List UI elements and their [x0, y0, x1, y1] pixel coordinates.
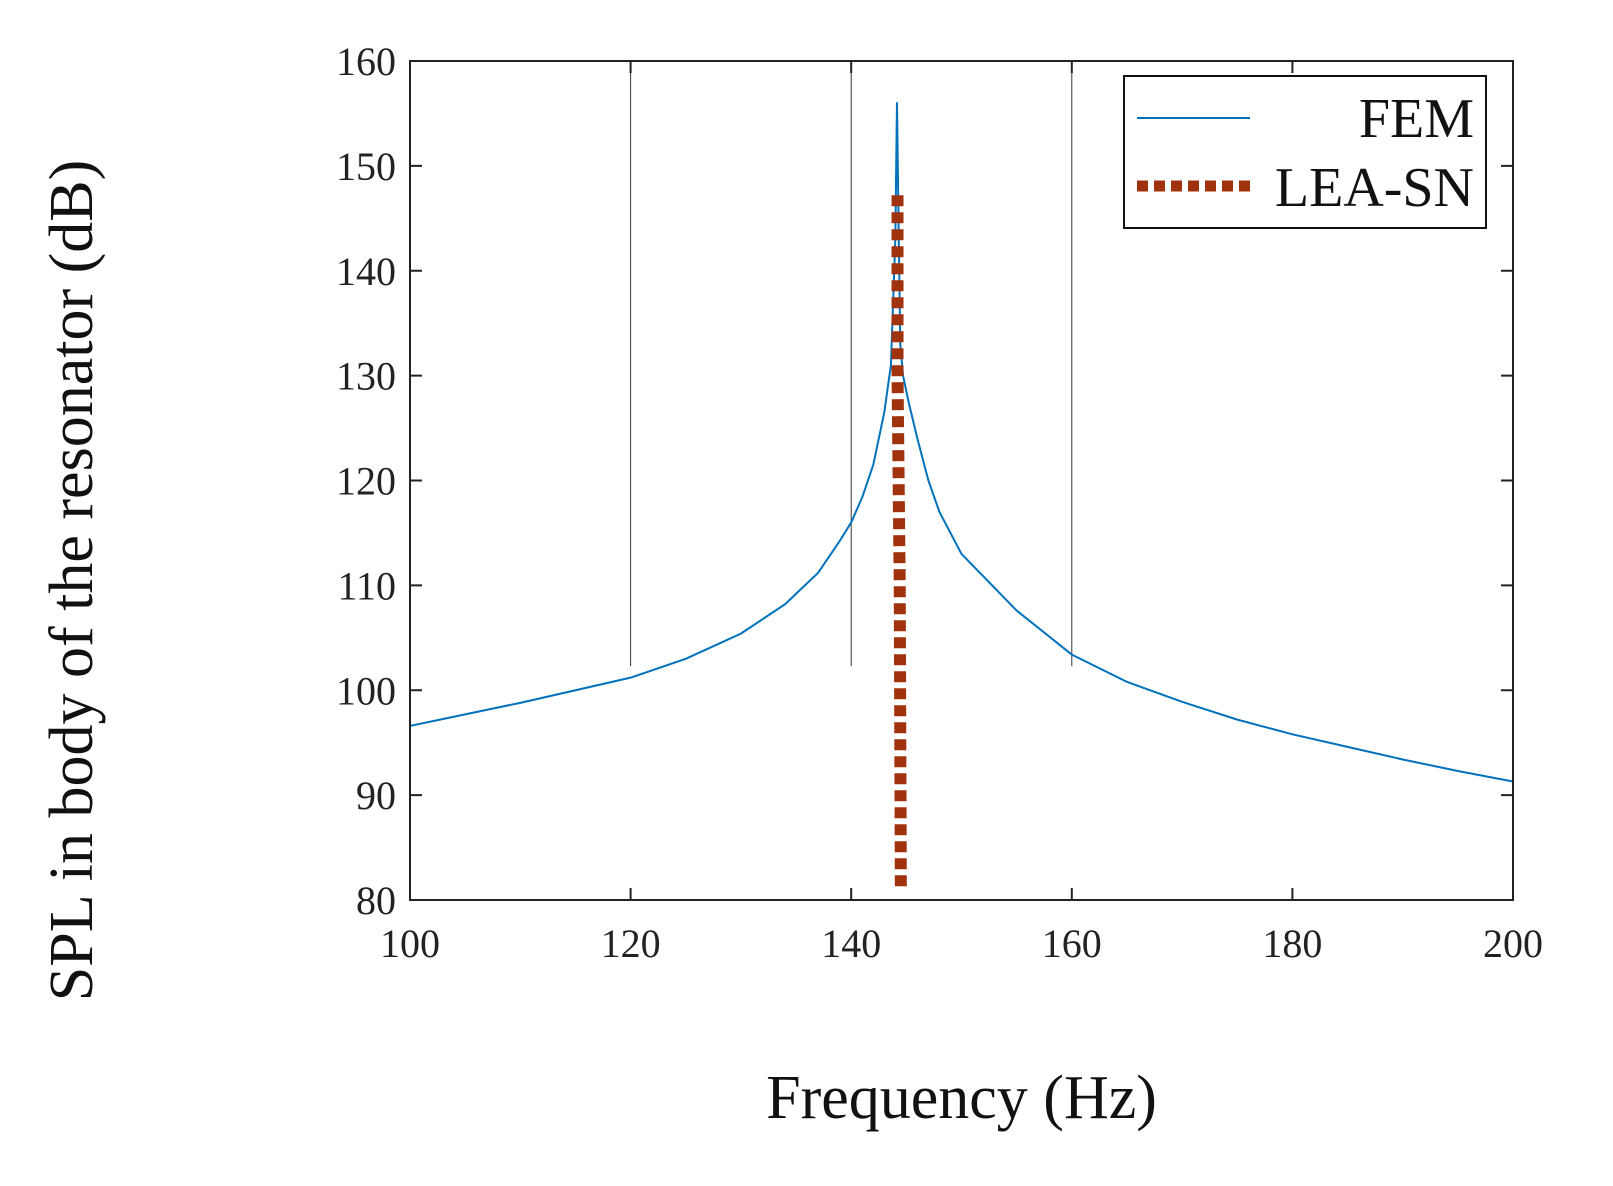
series-layer — [410, 101, 1513, 890]
series-fem-line — [410, 101, 1513, 783]
y-tick-label-80: 80 — [356, 878, 396, 923]
y-tick-label-110: 110 — [337, 563, 396, 608]
y-tick-label-150: 150 — [336, 144, 396, 189]
y-axis-label: SPL in body of the resonator (dB) — [38, 160, 106, 1001]
legend-box — [1123, 75, 1487, 229]
legend-label-fem: FEM — [1359, 88, 1474, 150]
y-tick-label-120: 120 — [336, 459, 396, 504]
y-tick-label-140: 140 — [336, 249, 396, 294]
legend-label-lea-sn: LEA-SN — [1275, 157, 1474, 219]
y-tick-label-100: 100 — [336, 668, 396, 713]
x-tick-label-140: 140 — [821, 921, 881, 966]
x-tick-label-120: 120 — [601, 921, 661, 966]
x-tick-label-200: 200 — [1483, 921, 1543, 966]
y-tick-label-90: 90 — [356, 773, 396, 818]
vertical-reference-lines — [630, 61, 1073, 667]
x-tick-label-180: 180 — [1262, 921, 1322, 966]
y-tick-label-160: 160 — [336, 39, 396, 84]
series-lea-sn-line — [891, 195, 907, 890]
legend: FEM LEA-SN — [1123, 75, 1487, 229]
tick-layer: 100 120 140 160 180 200 80 90 100 110 120 130 140 150… — [336, 39, 1543, 966]
x-axis-label: Frequency (Hz) — [766, 1064, 1157, 1132]
x-tick-label-160: 160 — [1042, 921, 1102, 966]
x-tick-label-100: 100 — [380, 921, 440, 966]
y-tick-label-130: 130 — [336, 354, 396, 399]
